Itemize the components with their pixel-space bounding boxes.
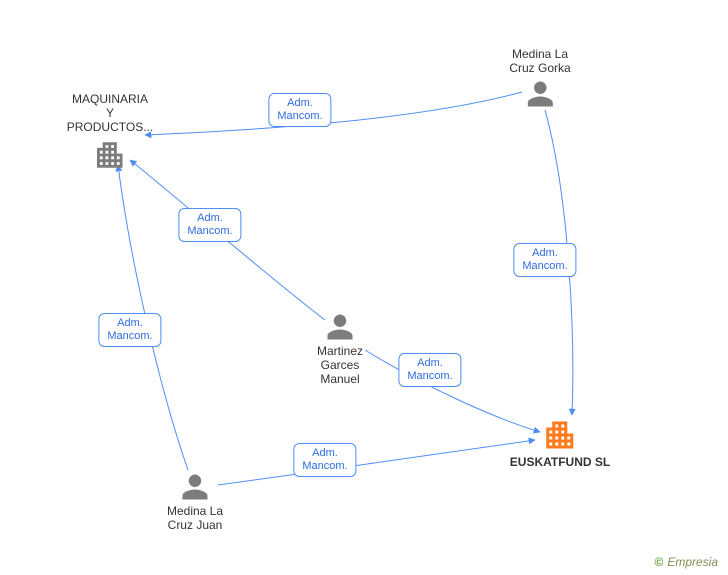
- node-euskatfund[interactable]: EUSKATFUND SL: [510, 417, 610, 469]
- node-label: EUSKATFUND SL: [510, 455, 610, 469]
- watermark: © Empresia: [654, 555, 718, 569]
- node-gorka[interactable]: Medina La Cruz Gorka: [509, 45, 570, 109]
- watermark-text: Empresia: [667, 555, 718, 569]
- person-icon: [509, 79, 570, 109]
- edge-label-5: Adm. Mancom.: [98, 313, 161, 347]
- node-juan[interactable]: Medina La Cruz Juan: [167, 472, 223, 532]
- building-icon: [67, 138, 153, 172]
- edge-label-2: Adm. Mancom.: [513, 243, 576, 277]
- edge-label-3: Adm. Mancom.: [178, 208, 241, 242]
- person-icon: [317, 312, 363, 342]
- node-label: MAQUINARIA Y PRODUCTOS...: [67, 92, 153, 134]
- person-icon: [167, 472, 223, 502]
- node-label: Medina La Cruz Juan: [167, 504, 223, 532]
- edge-juan-euskatfund: [218, 440, 535, 485]
- node-label: Martinez Garces Manuel: [317, 344, 363, 386]
- edge-label-6: Adm. Mancom.: [293, 443, 356, 477]
- node-manuel[interactable]: Martinez Garces Manuel: [317, 312, 363, 386]
- edge-gorka-maquinaria: [145, 92, 522, 135]
- copyright-symbol: ©: [654, 555, 663, 569]
- edge-label-4: Adm. Mancom.: [398, 353, 461, 387]
- diagram-canvas: Adm. Mancom. Adm. Mancom. Adm. Mancom. A…: [0, 0, 728, 575]
- node-maquinaria[interactable]: MAQUINARIA Y PRODUCTOS...: [67, 90, 153, 172]
- building-icon: [510, 417, 610, 453]
- edges-layer: [0, 0, 728, 575]
- node-label: Medina La Cruz Gorka: [509, 47, 570, 75]
- edge-label-1: Adm. Mancom.: [268, 93, 331, 127]
